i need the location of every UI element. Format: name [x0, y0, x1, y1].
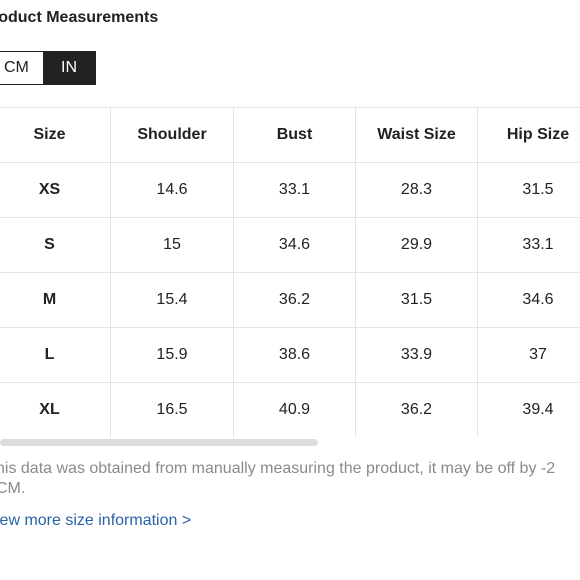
hip-cell: 37	[477, 327, 580, 383]
section-title: roduct Measurements	[0, 9, 159, 26]
shoulder-cell: 15	[110, 217, 234, 273]
unit-toggle: CM IN	[0, 51, 96, 85]
waist-cell: 28.3	[355, 162, 478, 218]
size-cell: XL	[0, 382, 111, 437]
shoulder-cell: 16.5	[110, 382, 234, 437]
scrollbar-thumb[interactable]	[0, 439, 318, 446]
bust-cell: 38.6	[233, 327, 356, 383]
view-more-size-info-link[interactable]: iew more size information >	[0, 512, 192, 529]
table-row: XS 14.6 33.1 28.3 31.5	[0, 162, 580, 218]
header-bust: Bust	[233, 107, 356, 163]
horizontal-scrollbar	[0, 439, 580, 446]
header-shoulder: Shoulder	[110, 107, 234, 163]
bust-cell: 34.6	[233, 217, 356, 273]
waist-cell: 33.9	[355, 327, 478, 383]
measurement-disclaimer: his data was obtained from manually meas…	[0, 460, 556, 497]
table-row: L 15.9 38.6 33.9 37	[0, 327, 580, 383]
table-header-row: Size Shoulder Bust Waist Size Hip Size	[0, 107, 580, 163]
waist-cell: 36.2	[355, 382, 478, 437]
shoulder-cell: 15.4	[110, 272, 234, 328]
bust-cell: 36.2	[233, 272, 356, 328]
header-hip-size: Hip Size	[477, 107, 580, 163]
unit-in-button[interactable]: IN	[43, 52, 95, 84]
table-row: M 15.4 36.2 31.5 34.6	[0, 272, 580, 328]
size-cell: S	[0, 217, 111, 273]
table-row: S 15 34.6 29.9 33.1	[0, 217, 580, 273]
size-cell: XS	[0, 162, 111, 218]
waist-cell: 31.5	[355, 272, 478, 328]
header-waist-size: Waist Size	[355, 107, 478, 163]
size-table-container: Size Shoulder Bust Waist Size Hip Size X…	[0, 107, 580, 437]
table-row: XL 16.5 40.9 36.2 39.4	[0, 382, 580, 437]
size-table: Size Shoulder Bust Waist Size Hip Size X…	[0, 107, 580, 437]
waist-cell: 29.9	[355, 217, 478, 273]
shoulder-cell: 15.9	[110, 327, 234, 383]
header-size: Size	[0, 107, 111, 163]
unit-cm-button[interactable]: CM	[0, 52, 43, 84]
hip-cell: 34.6	[477, 272, 580, 328]
shoulder-cell: 14.6	[110, 162, 234, 218]
bust-cell: 33.1	[233, 162, 356, 218]
hip-cell: 31.5	[477, 162, 580, 218]
hip-cell: 39.4	[477, 382, 580, 437]
size-cell: L	[0, 327, 111, 383]
hip-cell: 33.1	[477, 217, 580, 273]
size-cell: M	[0, 272, 111, 328]
bust-cell: 40.9	[233, 382, 356, 437]
